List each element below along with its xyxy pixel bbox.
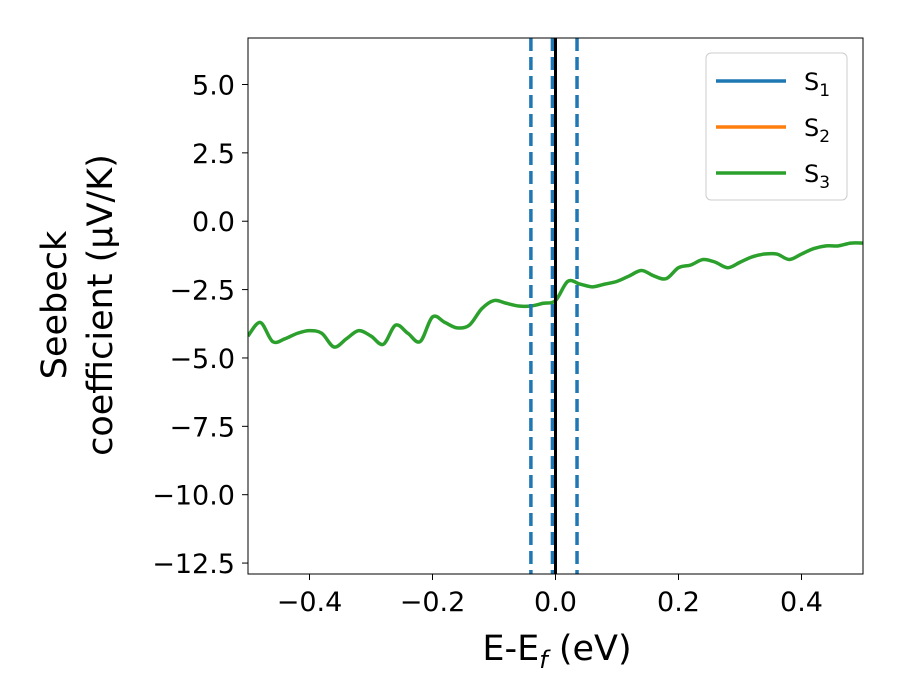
x-axis-title-main: E-E bbox=[482, 629, 539, 669]
y-tick-label: 5.0 bbox=[192, 70, 235, 101]
y-tick-label: −2.5 bbox=[169, 276, 235, 307]
legend: S1 S2 S3 bbox=[705, 52, 848, 201]
y-tick-label: 0.0 bbox=[192, 207, 235, 238]
legend-label-s1: S1 bbox=[804, 68, 830, 101]
x-tick-label: 0.4 bbox=[780, 587, 823, 618]
y-axis-title-line2: coefficient (μV/K) bbox=[81, 154, 121, 456]
legend-label-s3: S3 bbox=[804, 160, 830, 193]
y-tick-label: −10.0 bbox=[152, 481, 235, 512]
legend-label-s2: S2 bbox=[804, 114, 830, 147]
x-tick-label: 0.2 bbox=[657, 587, 700, 618]
x-axis-title-unit: (eV) bbox=[548, 629, 632, 669]
x-tick-label: −0.2 bbox=[400, 587, 466, 618]
y-axis-title-line1: Seebeck bbox=[35, 230, 75, 379]
y-tick-label: −5.0 bbox=[169, 344, 235, 375]
x-tick-label: 0.0 bbox=[534, 587, 577, 618]
y-tick-label: 2.5 bbox=[192, 139, 235, 170]
y-tick-label: −7.5 bbox=[169, 412, 235, 443]
y-tick-label: −12.5 bbox=[152, 549, 235, 580]
x-axis-title: E-Ef (eV) bbox=[482, 629, 631, 674]
x-tick-label: −0.4 bbox=[277, 587, 343, 618]
